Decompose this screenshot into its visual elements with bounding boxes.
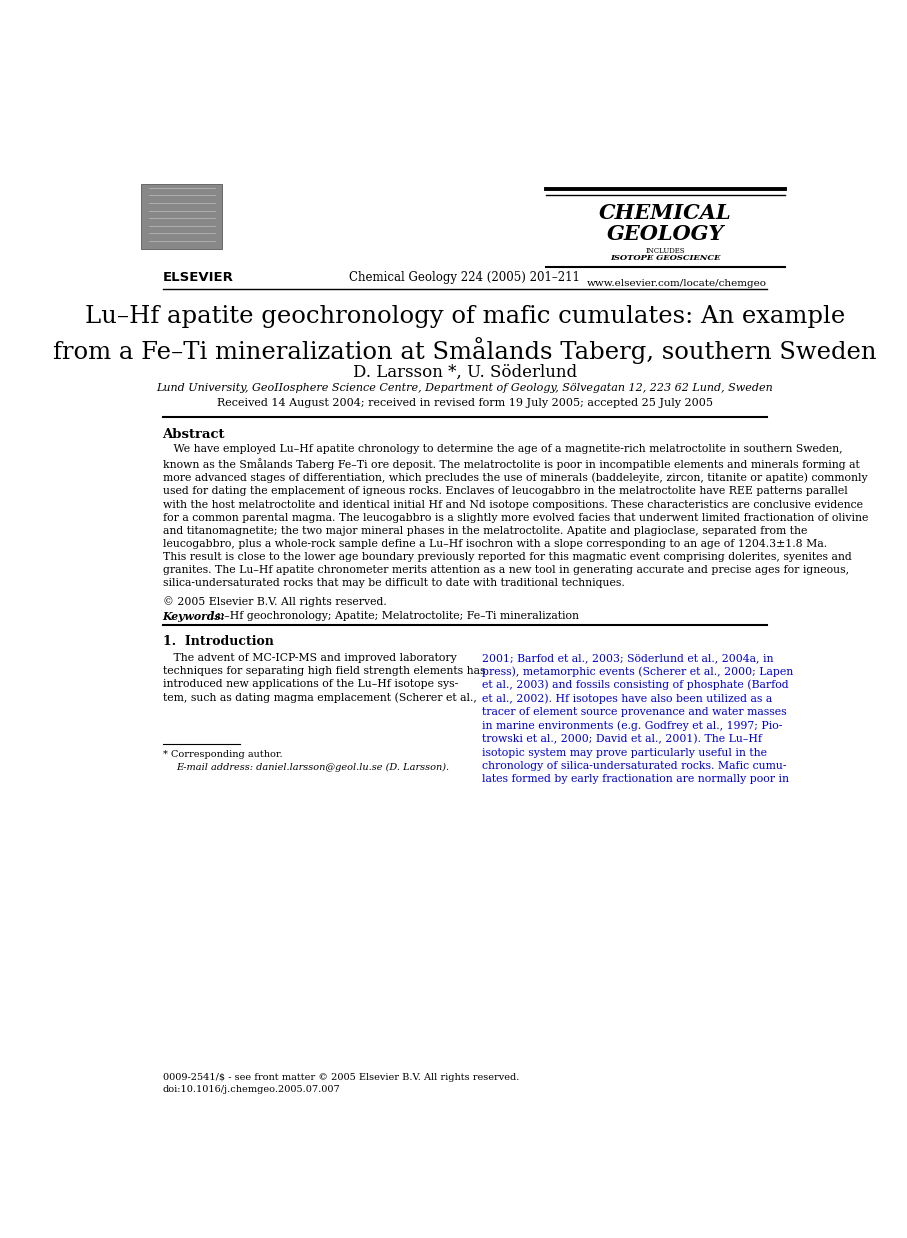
Text: Chemical Geology 224 (2005) 201–211: Chemical Geology 224 (2005) 201–211 bbox=[349, 271, 580, 284]
Text: ELSEVIER: ELSEVIER bbox=[162, 271, 233, 284]
Text: Lund University, GeoIIosphere Science Centre, Department of Geology, Sölvegatan : Lund University, GeoIIosphere Science Ce… bbox=[157, 383, 773, 392]
Text: Received 14 August 2004; received in revised form 19 July 2005; accepted 25 July: Received 14 August 2004; received in rev… bbox=[217, 399, 713, 409]
Text: www.elsevier.com/locate/chemgeo: www.elsevier.com/locate/chemgeo bbox=[587, 279, 767, 288]
Text: CHEMICAL: CHEMICAL bbox=[599, 203, 731, 223]
Text: GEOLOGY: GEOLOGY bbox=[607, 224, 724, 244]
Text: INCLUDES: INCLUDES bbox=[646, 246, 685, 255]
Text: We have employed Lu–Hf apatite chronology to determine the age of a magnetite-ri: We have employed Lu–Hf apatite chronolog… bbox=[162, 444, 868, 588]
Text: D. Larsson *, U. Söderlund: D. Larsson *, U. Söderlund bbox=[353, 364, 577, 381]
Bar bbox=[141, 183, 222, 249]
Text: Keywords:: Keywords: bbox=[162, 610, 229, 621]
Text: 0009-2541/$ - see front matter © 2005 Elsevier B.V. All rights reserved.: 0009-2541/$ - see front matter © 2005 El… bbox=[162, 1073, 519, 1082]
Text: Lu–Hf geochronology; Apatite; Melatroctolite; Fe–Ti mineralization: Lu–Hf geochronology; Apatite; Melatrocto… bbox=[210, 610, 580, 621]
Text: 1.  Introduction: 1. Introduction bbox=[162, 635, 273, 647]
Text: 2001; Barfod et al., 2003; Söderlund et al., 2004a, in
press), metamorphic event: 2001; Barfod et al., 2003; Söderlund et … bbox=[483, 652, 794, 784]
Text: ISOTOPE GEOSCIENCE: ISOTOPE GEOSCIENCE bbox=[610, 254, 720, 262]
Text: © 2005 Elsevier B.V. All rights reserved.: © 2005 Elsevier B.V. All rights reserved… bbox=[162, 597, 386, 608]
Text: Abstract: Abstract bbox=[162, 428, 225, 441]
Text: doi:10.1016/j.chemgeo.2005.07.007: doi:10.1016/j.chemgeo.2005.07.007 bbox=[162, 1084, 340, 1093]
Text: * Corresponding author.: * Corresponding author. bbox=[162, 750, 282, 759]
Text: Lu–Hf apatite geochronology of mafic cumulates: An example
from a Fe–Ti minerali: Lu–Hf apatite geochronology of mafic cum… bbox=[54, 305, 876, 364]
Text: E-mail address: daniel.larsson@geol.lu.se (D. Larsson).: E-mail address: daniel.larsson@geol.lu.s… bbox=[177, 763, 450, 771]
Text: The advent of MC-ICP-MS and improved laboratory
techniques for separating high f: The advent of MC-ICP-MS and improved lab… bbox=[162, 652, 485, 703]
